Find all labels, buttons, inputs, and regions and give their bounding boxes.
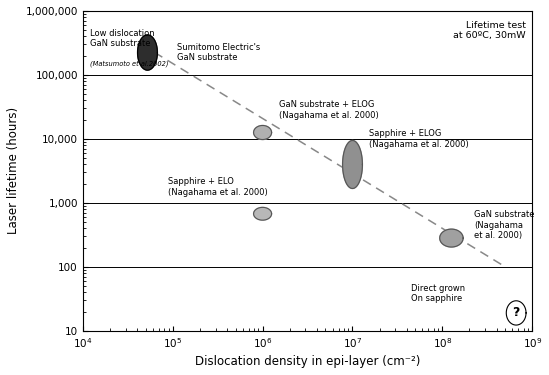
Text: ?: ? [512,306,520,320]
Polygon shape [254,207,272,220]
Text: Low dislocation
GaN substrate: Low dislocation GaN substrate [90,29,155,48]
Text: (Matsumoto et al.2002): (Matsumoto et al.2002) [90,61,169,68]
Polygon shape [254,126,272,140]
Text: Sapphire + ELOG
(Nagahama et al. 2000): Sapphire + ELOG (Nagahama et al. 2000) [369,129,468,149]
Text: GaN substrate
(Nagahama
et al. 2000): GaN substrate (Nagahama et al. 2000) [474,210,534,240]
Text: Lifetime test
at 60ºC, 30mW: Lifetime test at 60ºC, 30mW [453,21,525,40]
Text: Sumitomo Electric's
GaN substrate: Sumitomo Electric's GaN substrate [177,43,260,62]
Text: Sapphire + ELO
(Nagahama et al. 2000): Sapphire + ELO (Nagahama et al. 2000) [168,177,268,197]
Text: Direct grown
On sapphire: Direct grown On sapphire [411,284,465,303]
X-axis label: Dislocation density in epi-layer (cm⁻²): Dislocation density in epi-layer (cm⁻²) [195,355,420,368]
Polygon shape [506,301,526,325]
Polygon shape [343,141,362,189]
Y-axis label: Laser lifetime (hours): Laser lifetime (hours) [7,107,20,234]
Text: GaN substrate + ELOG
(Nagahama et al. 2000): GaN substrate + ELOG (Nagahama et al. 20… [279,100,378,120]
Polygon shape [440,229,463,247]
Polygon shape [138,35,158,70]
